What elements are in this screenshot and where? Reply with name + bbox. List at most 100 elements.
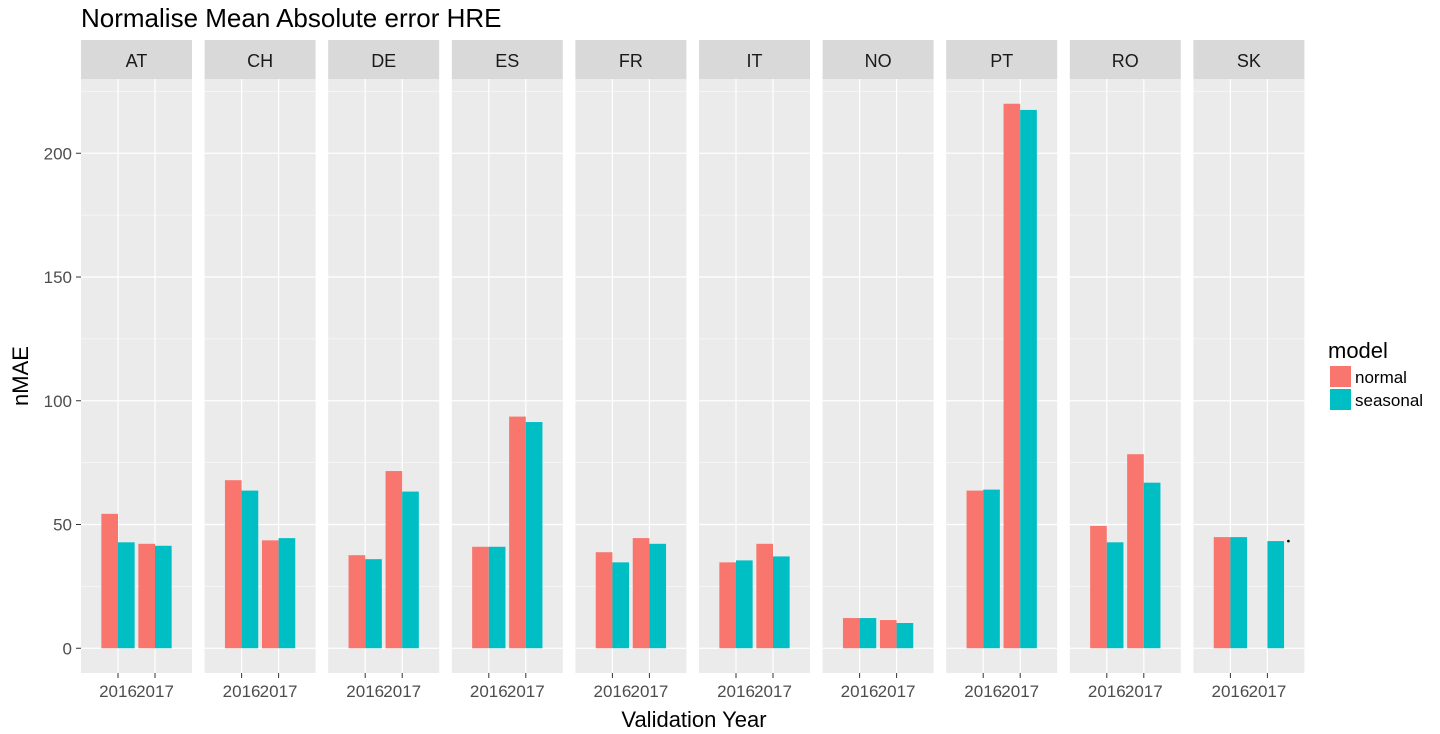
x-tick-label: 2016 <box>1211 682 1249 701</box>
legend-swatch-seasonal <box>1330 389 1351 410</box>
bar-normal-fr-2017 <box>632 538 650 649</box>
bar-normal-at-2016 <box>101 513 118 649</box>
bar-normal-no-2017 <box>879 620 897 649</box>
facet-strip <box>1069 40 1181 79</box>
facet-panel-ro: RO 2016 2017 <box>1069 40 1181 701</box>
legend-title: model <box>1328 338 1388 363</box>
y-tick-label: 150 <box>44 268 72 287</box>
x-tick-label: 2017 <box>136 682 174 701</box>
x-tick-label: 2016 <box>593 682 631 701</box>
facet-panel-sk: SK 2016 2017 <box>1193 40 1305 701</box>
bar-seasonal-no-2016 <box>859 618 877 649</box>
facet-strip-label: AT <box>126 51 148 71</box>
bar-normal-es-2017 <box>509 416 526 649</box>
stray-point-sk-2017 <box>1287 539 1290 543</box>
bar-normal-at-2017 <box>138 543 155 649</box>
bar-seasonal-fr-2017 <box>649 543 667 649</box>
facet-panel-it: IT 2016 2017 <box>699 40 810 701</box>
x-tick-label: 2017 <box>1248 682 1286 701</box>
x-tick-label: 2016 <box>841 682 879 701</box>
panel-background <box>451 79 563 673</box>
facet-panel-at: AT 2016 2017 <box>81 40 192 701</box>
bar-normal-de-2017 <box>385 471 403 649</box>
y-tick-label: 0 <box>63 639 72 658</box>
x-tick-label: 2016 <box>223 682 261 701</box>
x-tick-label: 2016 <box>346 682 384 701</box>
x-tick-label: 2017 <box>1001 682 1039 701</box>
x-tick-label: 2016 <box>1088 682 1126 701</box>
x-tick-label: 2017 <box>383 682 421 701</box>
legend-label-normal: normal <box>1355 368 1407 387</box>
facet-panel-de: DE 2016 2017 <box>328 40 440 701</box>
bar-normal-it-2017 <box>756 543 773 649</box>
facet-strip-label: CH <box>247 51 273 71</box>
facet-strip-label: IT <box>747 51 763 71</box>
panel-background <box>822 79 934 673</box>
facet-panel-ch: CH 2016 2017 <box>204 40 316 701</box>
x-tick-label: 2016 <box>99 682 137 701</box>
facet-panel-pt: PT 2016 2017 <box>946 40 1058 701</box>
facet-strip <box>81 40 192 79</box>
x-axis-title: Validation Year <box>621 707 766 732</box>
x-tick-label: 2017 <box>878 682 916 701</box>
legend: model normal seasonal <box>1328 338 1423 410</box>
x-tick-label: 2016 <box>717 682 755 701</box>
panel-background <box>1069 79 1181 673</box>
bar-seasonal-de-2017 <box>402 491 419 649</box>
bar-seasonal-pt-2017 <box>1020 109 1037 649</box>
chart-title: Normalise Mean Absolute error HRE <box>81 3 502 33</box>
bar-seasonal-sk-2016 <box>1230 537 1248 649</box>
x-tick-label: 2017 <box>1125 682 1163 701</box>
bar-normal-pt-2017 <box>1003 103 1021 649</box>
bar-normal-it-2016 <box>719 562 736 649</box>
facet-strip-label: FR <box>619 51 643 71</box>
bar-normal-pt-2016 <box>966 490 984 649</box>
bar-seasonal-at-2016 <box>118 542 135 649</box>
bar-seasonal-ro-2017 <box>1143 482 1161 649</box>
bar-normal-ro-2016 <box>1090 525 1107 649</box>
panel-background <box>946 79 1058 673</box>
facet-panel-fr: FR 2016 2017 <box>575 40 687 701</box>
bar-seasonal-at-2017 <box>155 545 172 649</box>
x-tick-label: 2017 <box>754 682 792 701</box>
bar-seasonal-ch-2016 <box>241 490 259 649</box>
bar-normal-fr-2016 <box>595 552 613 649</box>
facet-panel-no: NO 2016 2017 <box>822 40 934 701</box>
bar-seasonal-ro-2016 <box>1106 542 1124 649</box>
facet-strip <box>204 40 316 79</box>
y-tick-label: 200 <box>44 144 72 163</box>
bar-seasonal-de-2016 <box>365 559 382 649</box>
x-tick-label: 2016 <box>964 682 1002 701</box>
bar-seasonal-ch-2017 <box>278 538 296 649</box>
facet-strip <box>699 40 810 79</box>
facet-strip-label: PT <box>990 51 1013 71</box>
facet-strip-label: RO <box>1112 51 1139 71</box>
panel-background <box>328 79 440 673</box>
panel-background <box>81 79 192 673</box>
facet-strip <box>328 40 440 79</box>
panel-background <box>204 79 316 673</box>
legend-label-seasonal: seasonal <box>1355 391 1423 410</box>
bar-normal-de-2016 <box>348 555 366 649</box>
bar-seasonal-fr-2016 <box>612 562 630 649</box>
facet-panel-es: ES 2016 2017 <box>451 40 563 701</box>
x-tick-label: 2016 <box>470 682 508 701</box>
bar-normal-no-2016 <box>842 618 860 649</box>
bar-seasonal-es-2017 <box>525 422 543 649</box>
bar-seasonal-no-2017 <box>896 623 914 649</box>
legend-swatch-normal <box>1330 366 1351 387</box>
facet-strip-label: DE <box>371 51 396 71</box>
facet-strip <box>451 40 563 79</box>
bar-normal-es-2016 <box>472 546 489 649</box>
facet-strip <box>822 40 934 79</box>
bar-seasonal-pt-2016 <box>983 489 1000 649</box>
panel-background <box>575 79 687 673</box>
y-tick-label: 50 <box>53 516 72 535</box>
y-axis-title: nMAE <box>8 346 33 406</box>
facet-strip-label: ES <box>495 51 519 71</box>
y-tick-label: 100 <box>44 392 72 411</box>
panel-background <box>1193 79 1305 673</box>
facet-strip <box>1193 40 1305 79</box>
